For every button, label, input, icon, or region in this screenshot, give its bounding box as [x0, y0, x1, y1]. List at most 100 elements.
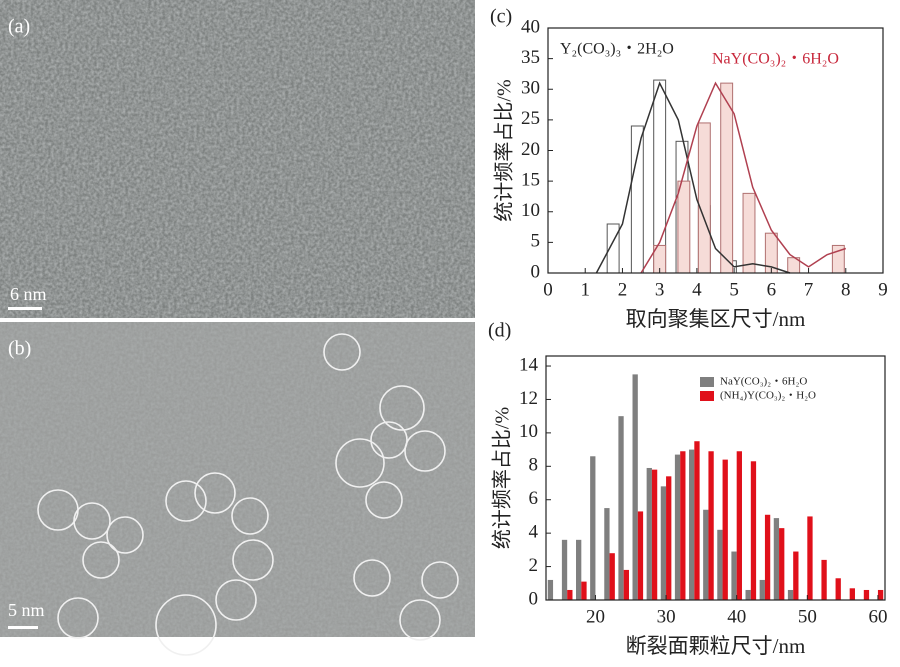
y-tick-label: 10: [521, 200, 540, 221]
legend-label: NaY(CO₃)₂・6H₂O: [720, 376, 807, 388]
bar: [877, 589, 884, 600]
bar: [717, 529, 723, 600]
scale-bar: [8, 626, 38, 629]
bar: [694, 441, 700, 600]
y-tick-label: 14: [519, 354, 539, 375]
bar: [720, 82, 734, 274]
y-axis-label: 统计频率占比/%: [493, 79, 516, 221]
bar: [787, 589, 794, 600]
bar: [618, 416, 624, 600]
bar: [697, 122, 711, 274]
tem-image-b: [0, 322, 475, 656]
y-tick-label: 30: [521, 78, 540, 99]
y-tick-label: 10: [519, 421, 538, 442]
bar: [779, 528, 785, 600]
bar: [773, 518, 780, 600]
bar: [637, 511, 644, 600]
annotation: NaY(CO₃)₂・6H₂O: [712, 51, 839, 68]
y-axis-label: 统计频率占比/%: [491, 407, 514, 549]
y-tick-label: 8: [529, 455, 539, 476]
tem-image-a: [0, 0, 475, 318]
bar: [750, 461, 757, 600]
y-tick-label: 0: [531, 261, 541, 282]
y-tick-label: 40: [521, 16, 540, 37]
plot-frame: [545, 355, 886, 601]
y-tick-label: 4: [529, 522, 539, 543]
y-tick-label: 25: [521, 108, 540, 129]
x-tick-label: 8: [841, 279, 851, 300]
legend-swatch: [700, 377, 714, 387]
x-tick-label: 30: [657, 606, 676, 627]
x-tick-label: 1: [580, 279, 590, 300]
bar: [666, 476, 672, 600]
bar: [689, 449, 695, 600]
bar: [561, 539, 568, 600]
x-tick-label: 4: [692, 279, 702, 300]
y-tick-label: 5: [531, 231, 541, 252]
bar: [680, 451, 686, 600]
x-tick-label: 6: [767, 279, 777, 300]
bar: [651, 469, 658, 600]
panel-label: (b): [8, 338, 31, 360]
y-tick-label: 2: [529, 555, 539, 576]
bar: [581, 581, 587, 600]
bar: [677, 180, 691, 274]
bar: [745, 589, 751, 600]
y-tick-label: 20: [521, 139, 540, 160]
legend-label: (NH₄)Y(CO₃)₂・H₂O: [720, 390, 816, 402]
bar: [807, 516, 813, 600]
scale-bar: [8, 307, 42, 310]
x-tick-label: 2: [618, 279, 628, 300]
bar: [731, 551, 737, 600]
bar: [604, 508, 610, 600]
annotation: Y₂(CO₃)₃・2H₂O: [560, 41, 674, 58]
x-tick-label: 20: [586, 606, 605, 627]
bar: [674, 454, 681, 600]
x-tick-label: 50: [798, 606, 817, 627]
y-tick-label: 15: [521, 169, 540, 190]
bar: [764, 514, 771, 600]
bar: [742, 192, 756, 274]
bar: [576, 539, 582, 600]
panel-label: (c): [490, 6, 512, 28]
bar: [759, 579, 765, 600]
x-tick-label: 9: [878, 279, 888, 300]
scale-label: 6 nm: [10, 284, 47, 304]
bar: [646, 467, 652, 600]
bar: [632, 374, 638, 600]
bar: [623, 569, 629, 600]
y-tick-label: 0: [529, 588, 539, 609]
bar: [863, 589, 870, 600]
y-tick-label: 35: [521, 47, 540, 68]
bar: [708, 451, 714, 600]
y-tick-label: 12: [519, 388, 538, 409]
bar: [653, 79, 667, 274]
panel-label: (d): [488, 320, 511, 342]
x-tick-label: 5: [729, 279, 739, 300]
bar: [567, 589, 573, 600]
bar: [609, 553, 615, 600]
bar: [821, 559, 827, 600]
bar: [547, 579, 554, 600]
legend-swatch: [700, 391, 714, 401]
bar: [849, 588, 855, 600]
x-axis-label: 取向聚集区尺寸/nm: [626, 307, 806, 331]
fit-curve: [595, 81, 791, 274]
panel-label: (a): [8, 16, 30, 38]
x-tick-label: 7: [804, 279, 814, 300]
fit-curve: [640, 81, 847, 274]
x-tick-label: 60: [868, 606, 887, 627]
bar: [835, 578, 841, 600]
bar: [722, 459, 728, 600]
bar: [660, 486, 667, 600]
scale-label: 5 nm: [8, 600, 45, 620]
bar: [590, 456, 596, 600]
y-tick-label: 6: [529, 488, 539, 509]
x-tick-label: 3: [655, 279, 665, 300]
bar: [703, 509, 709, 600]
bar: [793, 551, 799, 600]
x-tick-label: 40: [727, 606, 746, 627]
x-axis-label: 断裂面颗粒尺寸/nm: [626, 634, 806, 658]
bar: [736, 451, 742, 600]
